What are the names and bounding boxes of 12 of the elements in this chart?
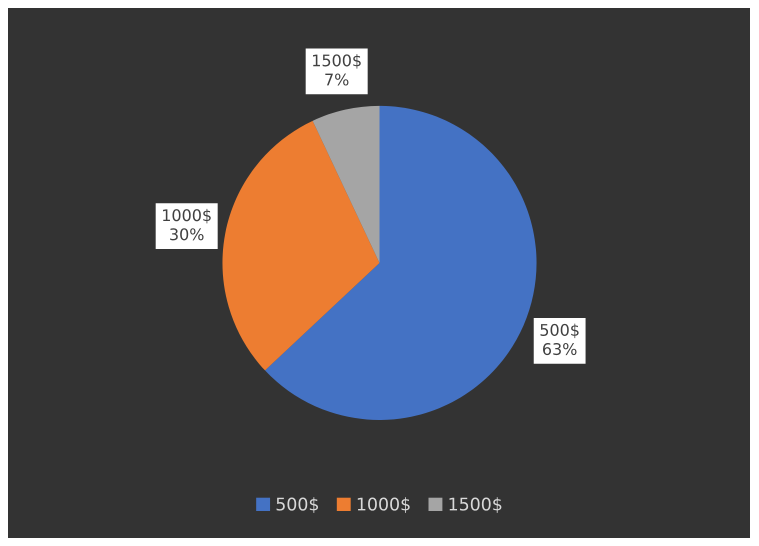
- data-label: 7%: [325, 73, 348, 86]
- pie-slice: [312, 106, 380, 263]
- slice-label: 1500$: [313, 54, 361, 69]
- pie-slice: [222, 120, 380, 370]
- legend-label: 1500$: [450, 497, 502, 513]
- legend-label: 1000$: [358, 497, 410, 513]
- data-label: 30%: [170, 228, 204, 240]
- data-label: 63%: [543, 342, 577, 356]
- legend-label: 500$: [276, 497, 318, 513]
- pie-slice: [265, 106, 537, 420]
- slice-label: 500$: [540, 324, 579, 338]
- slice-label: 1000$: [163, 208, 211, 224]
